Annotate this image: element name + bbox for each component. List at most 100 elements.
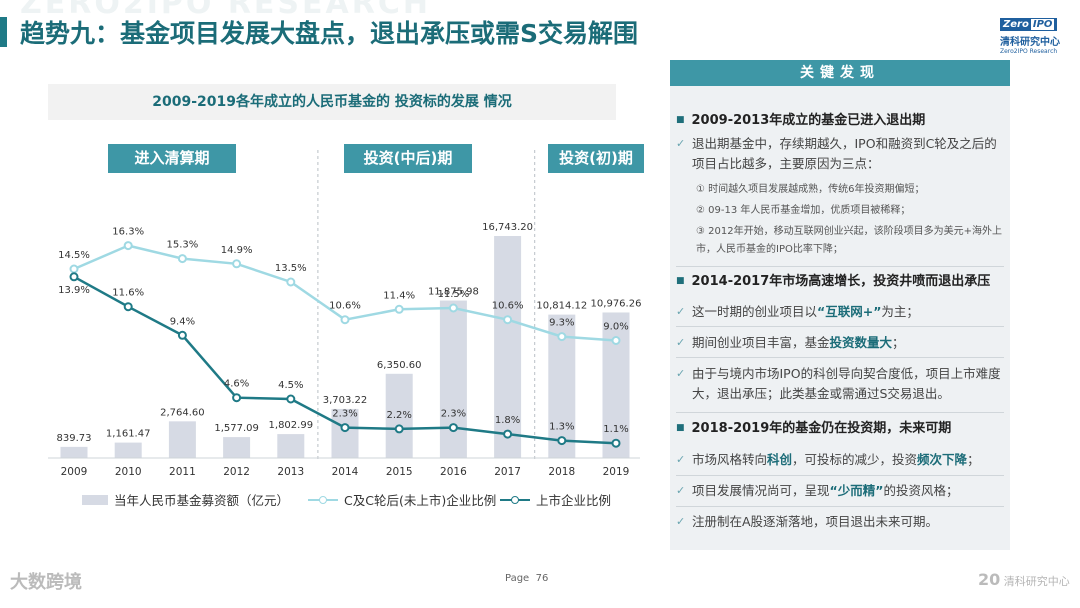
c-round-point-2017	[503, 315, 513, 325]
listed-point-2016	[448, 423, 458, 433]
listed-point-2018	[557, 436, 567, 446]
listed-point-2011	[177, 330, 187, 340]
c-round-value-label: 11.4%	[383, 290, 415, 301]
bar-value-label: 10,976.26	[591, 298, 642, 309]
listed-point-2012	[232, 393, 242, 403]
c-round-value-label: 10.6%	[329, 301, 361, 312]
finding-2-text-3: 由于与境内市场IPO的科创导向契合度低，项目上市难度大，退出承压；此类基金或需通…	[676, 364, 1004, 404]
footer-logo-num: 20	[978, 570, 1001, 589]
bar-2012	[223, 437, 251, 458]
x-tick-label: 2010	[115, 466, 142, 478]
finding-2-text-1: 这一时期的创业项目以“互联网+”为主；	[676, 302, 1004, 322]
text: 市场风格转向	[692, 452, 768, 467]
x-tick-label: 2016	[440, 466, 467, 478]
legend-label-fundraising: 当年人民币基金募资额（亿元）	[114, 493, 290, 508]
x-tick-label: 2011	[169, 466, 196, 478]
highlight-few-but-fine: “少而精”	[829, 483, 884, 498]
phase-label-mid-late: 投资(中后)期	[344, 144, 472, 173]
x-tick-label: 2012	[223, 466, 250, 478]
c-round-point-2014	[340, 315, 350, 325]
c-round-value-label: 9.0%	[603, 322, 628, 333]
footer-logo: 20 清科研究中心	[978, 570, 1070, 589]
c-round-point-2015	[394, 304, 404, 314]
finding-3-text-3: 注册制在A股逐渐落地，项目退出未来可期。	[676, 512, 1004, 532]
x-tick-label: 2015	[386, 466, 413, 478]
x-tick-label: 2019	[603, 466, 630, 478]
c-round-value-label: 13.5%	[275, 263, 307, 274]
listed-value-label: 2.3%	[332, 409, 357, 420]
listed-value-label: 4.6%	[224, 379, 249, 390]
phase-label-early: 投资(初)期	[548, 144, 644, 173]
listed-point-2013	[286, 394, 296, 404]
logo-cn: 清科研究中心	[1000, 37, 1060, 48]
bar-2013	[277, 434, 305, 458]
key-findings-title: 关键发现	[670, 60, 1010, 86]
bar-2010	[114, 442, 142, 458]
logo-mark: Zero IPO	[1000, 18, 1058, 31]
c-round-point-2016	[448, 303, 458, 313]
bar-value-label: 16,743.20	[482, 222, 533, 233]
listed-point-2009	[69, 272, 79, 282]
bar-2016	[439, 300, 467, 458]
text: 期间创业项目丰富，基金	[692, 335, 830, 350]
listed-value-label: 1.8%	[495, 415, 520, 426]
logo-sub: Zero2IPO Research	[1000, 48, 1058, 55]
chart-title: 2009-2019各年成立的人民币基金的 投资标的发展 情况	[48, 84, 616, 120]
c-round-point-2019	[611, 336, 621, 345]
c-round-value-label: 11.5%	[438, 289, 470, 300]
page-title: 趋势九：基金项目发展大盘点，退出承压或需S交易解围	[20, 19, 639, 48]
finding-3-text-1: 市场风格转向科创，可投标的减少，投资频次下降；	[676, 450, 1004, 470]
watermark-text: ZERO2IPO RESEARCH	[20, 0, 431, 21]
bar-value-label: 1,802.99	[269, 420, 314, 431]
finding-2-text-2: 期间创业项目丰富，基金投资数量大；	[676, 333, 1004, 353]
bar-value-label: 6,350.60	[377, 360, 422, 371]
listed-value-label: 2.3%	[441, 409, 466, 420]
bar-value-label: 1,161.47	[106, 429, 151, 440]
highlight-investment-volume: 投资数量大	[829, 335, 893, 350]
separator	[676, 357, 1004, 358]
text: 这一时期的创业项目以	[692, 304, 818, 319]
x-tick-label: 2009	[61, 466, 88, 478]
finding-1-note-2: ② 09-13 年人民币基金增加，优质项目被稀释；	[696, 205, 911, 216]
bar-value-label: 2,764.60	[160, 407, 205, 418]
text: ；	[892, 335, 905, 350]
x-tick-label: 2014	[332, 466, 359, 478]
finding-heading-2: 2014-2017年市场高速增长，投资井喷而退出承压	[676, 272, 1004, 293]
listed-value-label: 11.6%	[112, 288, 144, 299]
text: ，可投标的减少，投资	[792, 452, 918, 467]
c-round-value-label: 10.6%	[492, 301, 524, 312]
legend-label-listed: 上市企业比例	[536, 493, 612, 508]
finding-1-note-1: ① 时间越久项目发展越成熟，传统6年投资期偏短；	[696, 184, 925, 195]
c-round-value-label: 14.5%	[58, 250, 90, 261]
footer-brand: 大数跨境	[10, 572, 82, 593]
listed-value-label: 9.4%	[170, 316, 195, 327]
c-round-value-label: 15.3%	[167, 240, 199, 251]
highlight-internet-plus: “互联网+”	[817, 304, 882, 319]
separator	[676, 506, 1004, 507]
finding-1-text: 退出期基金中，存续期越久，IPO和融资到C轮及之后的项目占比越多，主要原因为三点…	[676, 134, 1004, 174]
legend-line-swatch-c	[308, 495, 338, 505]
bar-value-label: 1,577.09	[214, 423, 259, 434]
finding-3-text-2: 项目发展情况尚可，呈现“少而精”的投资风格；	[676, 481, 1004, 501]
page-num: 76	[535, 573, 549, 584]
listed-point-2010	[123, 302, 133, 312]
listed-point-2017	[503, 429, 513, 439]
bar-2019	[602, 312, 630, 458]
title-accent-bar	[0, 17, 7, 47]
finding-heading-3: 2018-2019年的基金仍在投资期，未来可期	[676, 419, 1004, 440]
c-round-point-2011	[177, 254, 187, 264]
legend-fundraising: 当年人民币基金募资额（亿元）	[82, 490, 289, 509]
finding-heading-1: 2009-2013年成立的基金已进入退出期	[676, 111, 1004, 132]
c-round-value-label: 14.9%	[221, 245, 253, 256]
legend-c-round: C及C轮后(未上市)企业比例	[308, 490, 496, 509]
separator	[676, 475, 1004, 476]
zero2ipo-logo: Zero IPO 清科研究中心 Zero2IPO Research	[1000, 12, 1062, 55]
bar-2009	[60, 446, 88, 458]
logo-en-a: Zero	[1003, 19, 1029, 30]
highlight-tech-innovation: 科创	[767, 452, 793, 467]
highlight-frequency-down: 频次下降	[917, 452, 968, 467]
listed-value-label: 2.2%	[386, 410, 411, 421]
c-round-value-label: 16.3%	[112, 227, 144, 238]
separator	[676, 266, 1004, 267]
legend-bar-swatch	[82, 494, 108, 505]
